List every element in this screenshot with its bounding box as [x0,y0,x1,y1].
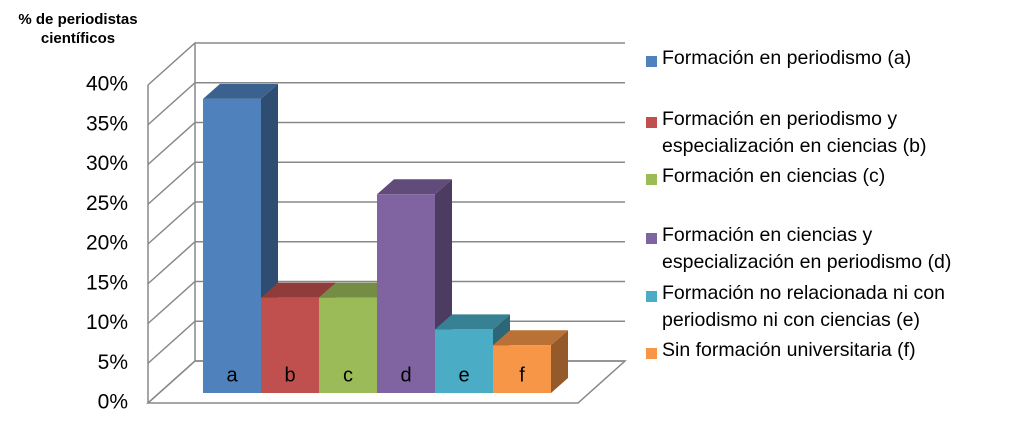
y-tick-label: 5% [98,351,128,374]
bar-side [551,330,568,393]
bar-front [319,297,377,393]
bar-category-label: f [519,364,525,386]
y-tick-label: 15% [86,271,128,294]
legend-swatch [646,56,657,67]
bar-top [377,179,452,195]
y-tick-label: 35% [86,112,128,135]
bar-category-label: e [458,364,469,386]
legend-label: Formación en periodismo y especializació… [662,108,927,157]
legend-label: Formación no relacionada ni con periodis… [662,282,945,331]
grid-line [147,121,625,166]
legend-label: Formación en ciencias y especialización … [662,224,952,273]
y-tick-label: 0% [98,391,128,414]
y-tick-label: 40% [86,73,128,96]
legend-swatch [646,117,657,128]
bar-top [319,282,394,298]
legend-label: Formación en ciencias (c) [662,165,886,187]
legend-swatch [646,174,657,185]
grid-line [147,42,625,86]
bar-front [377,194,435,393]
bar-category-label: b [284,364,295,386]
bar-category-label: c [343,364,353,386]
grid-line [147,201,625,245]
legend-swatch [646,348,657,359]
y-tick-label: 30% [86,152,128,175]
legend-label: Sin formación universitaria (f) [662,339,916,361]
grid-line [147,280,625,325]
bar [203,83,278,393]
bar-front [261,297,319,393]
legend-label: Formación en periodismo (a) [662,47,912,69]
bar-top [203,83,278,99]
y-tick-label: 10% [86,311,128,334]
y-tick-label: 20% [86,232,128,255]
bar-top [435,314,510,330]
bar-category-label: d [400,364,411,386]
legend-swatch [646,291,657,302]
legend-swatch [646,233,657,244]
grid-line [147,82,625,126]
bar-category-label: a [226,364,238,386]
y-axis-label: % de periodistas científicos [18,11,138,47]
y-tick-label: 25% [86,192,128,215]
bar-top [261,282,336,298]
bar-front [203,98,261,393]
grid-line [147,241,625,285]
bar [493,330,568,393]
grid-line [147,161,625,205]
bar-front [493,345,551,393]
bar-top [493,330,568,346]
bar-front [435,329,493,393]
